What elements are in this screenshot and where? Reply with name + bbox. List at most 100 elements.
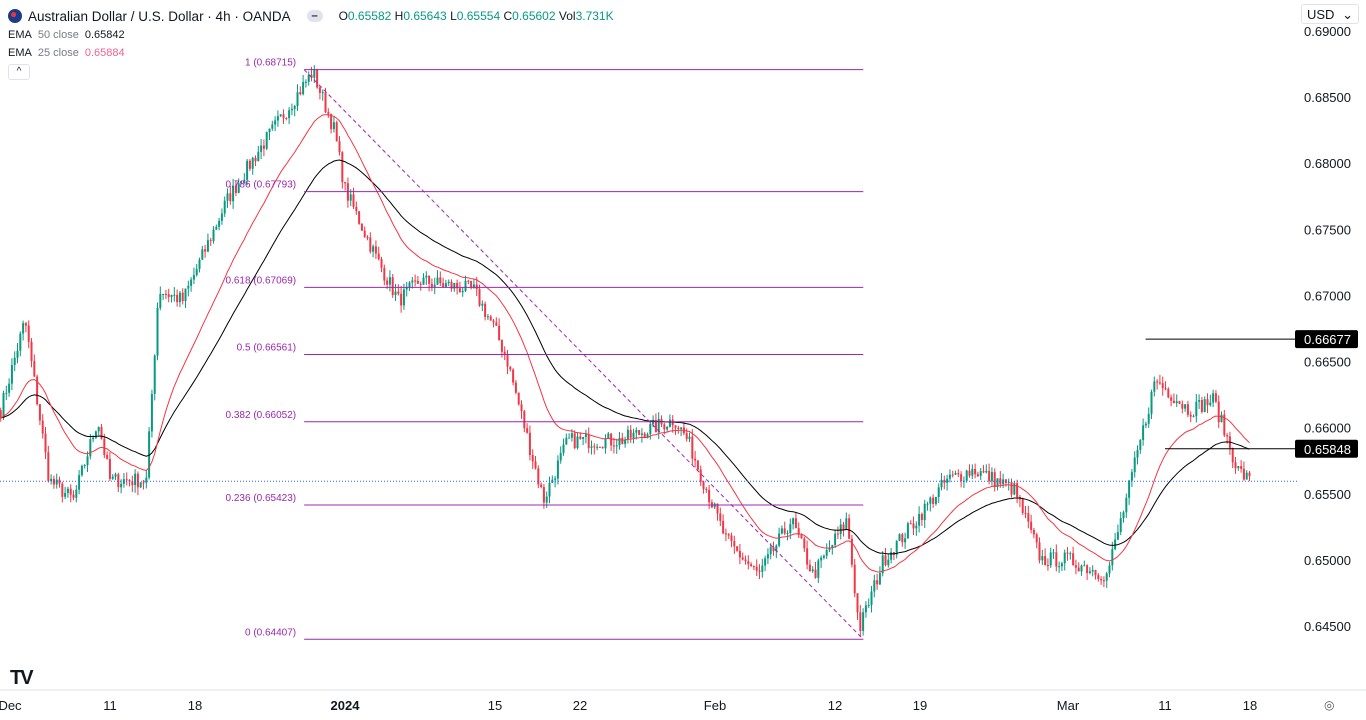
candle-body (1214, 393, 1217, 402)
candle-body (1044, 556, 1047, 566)
candle-body (817, 560, 820, 578)
candle-body (500, 340, 503, 352)
candle-body (1114, 539, 1117, 550)
candle-body (1200, 400, 1203, 412)
candle-body (674, 425, 677, 428)
candle-body (1069, 553, 1072, 555)
candle-body (206, 240, 209, 252)
candle-body (803, 538, 806, 549)
candle-body (1226, 435, 1229, 437)
candle-body (388, 277, 391, 285)
candle-body (5, 392, 8, 394)
candle-body (1175, 401, 1178, 404)
x-tick-label: 19 (913, 698, 927, 713)
candle-body (1192, 416, 1195, 418)
candle-body (481, 303, 484, 306)
candle-body (313, 69, 316, 78)
candle-body (478, 289, 481, 306)
candle-body (926, 503, 929, 505)
candle-body (1021, 499, 1024, 513)
candle-body (117, 474, 120, 488)
candle-body (100, 426, 103, 439)
currency-select[interactable]: USD ⌄ (1301, 4, 1359, 24)
candle-body (1041, 556, 1044, 561)
minus-icon[interactable]: ━ (306, 10, 323, 22)
candle-body (836, 533, 839, 535)
candle-body (1184, 404, 1187, 409)
candle-body (724, 533, 727, 535)
candle-body (195, 268, 198, 276)
candle-body (69, 488, 72, 495)
candle-body (1172, 400, 1175, 404)
candle-body (8, 383, 11, 393)
candle-body (302, 82, 305, 95)
candle-body (170, 294, 173, 297)
candle-body (198, 259, 201, 269)
candle-body (904, 538, 907, 543)
candle-body (251, 157, 254, 169)
symbol-title[interactable]: Australian Dollar / U.S. Dollar · 4h · O… (28, 8, 291, 24)
candle-body (859, 612, 862, 631)
candle-body (1072, 553, 1075, 566)
candle-body (691, 436, 694, 459)
candle-body (680, 427, 683, 429)
candle-body (489, 316, 492, 321)
candle-body (1203, 399, 1206, 412)
candle-body (741, 557, 744, 560)
candle-body (999, 478, 1002, 485)
candle-body (1189, 414, 1192, 417)
chart-legend: Australian Dollar / U.S. Dollar · 4h · O… (8, 6, 614, 80)
candle-body (1142, 425, 1145, 441)
ema50-legend[interactable]: EMA 50 close 0.65842 (8, 29, 125, 41)
candle-body (607, 433, 610, 439)
candle-body (1240, 466, 1243, 469)
eye-icon[interactable]: ◎ (1324, 698, 1335, 712)
candle-body (842, 524, 845, 530)
candle-body (134, 473, 137, 486)
candle-body (16, 350, 19, 358)
candle-body (1063, 552, 1066, 564)
chevron-up-icon[interactable]: ^ (8, 64, 30, 80)
candle-body (730, 535, 733, 542)
candle-body (1024, 512, 1027, 514)
candle-body (1030, 521, 1033, 530)
candle-body (512, 369, 515, 383)
candle-body (1248, 472, 1251, 477)
candle-body (839, 524, 842, 534)
candle-body (850, 538, 853, 565)
candle-body (1080, 565, 1083, 572)
candle-body (890, 552, 893, 560)
candle-body (873, 580, 876, 592)
candle-body (716, 503, 719, 514)
candle-body (324, 92, 327, 113)
candle-body (472, 284, 475, 288)
candle-body (1170, 397, 1173, 401)
candle-body (94, 431, 97, 438)
candle-body (450, 281, 453, 289)
candle-body (906, 523, 909, 539)
candle-body (106, 455, 109, 459)
candle-body (484, 303, 487, 317)
candle-body (467, 280, 470, 282)
candle-body (19, 333, 22, 351)
candle-body (299, 92, 302, 95)
candle-body (419, 283, 422, 285)
candle-body (806, 548, 809, 565)
ema25-legend[interactable]: EMA 25 close 0.65884 (8, 47, 125, 59)
y-tick-label: 0.65000 (1304, 553, 1351, 568)
candle-body (1237, 466, 1240, 469)
price-label: 0.66677 (1304, 332, 1351, 347)
candle-body (265, 132, 268, 149)
candle-body (475, 284, 478, 290)
candle-body (150, 393, 153, 432)
candle-body (985, 470, 988, 473)
candle-body (352, 194, 355, 207)
candle-body (139, 482, 142, 488)
candle-body (1116, 532, 1119, 540)
candle-body (901, 534, 904, 543)
candle-body (834, 533, 837, 546)
x-tick-label: Feb (704, 698, 726, 713)
candle-body (615, 445, 618, 447)
candle-body (405, 287, 408, 290)
